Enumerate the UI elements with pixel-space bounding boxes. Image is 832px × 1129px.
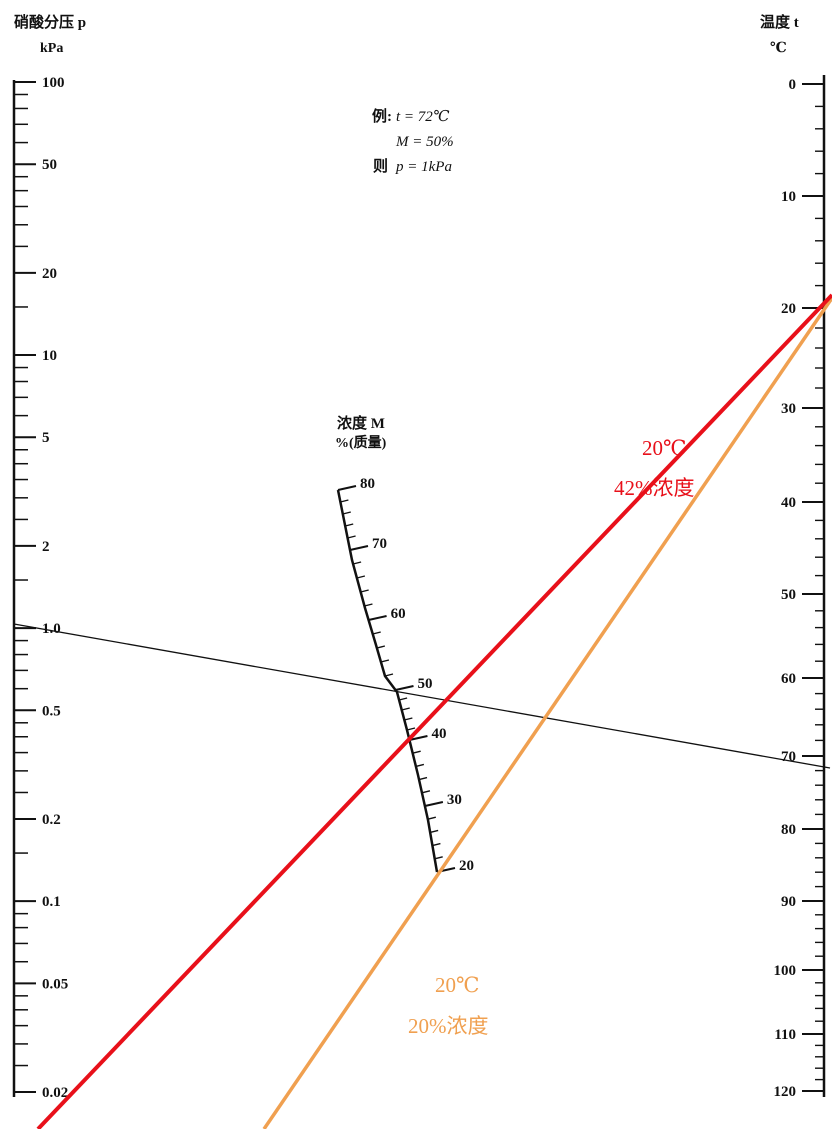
left-axis-ticks <box>14 81 36 1093</box>
middle-tick <box>401 707 410 711</box>
left-axis-tick-labels: 100 50 20 10 5 2 1.0 0.5 0.2 0.1 0.05 0.02 <box>42 75 68 1101</box>
middle-tick <box>340 499 349 503</box>
right-tick-label: 0 <box>789 77 797 93</box>
middle-tick-label: 80 <box>360 476 375 492</box>
right-tick-label: 80 <box>781 822 796 838</box>
middle-tick <box>337 485 357 491</box>
right-axis-title: 温度 t <box>760 13 799 31</box>
middle-tick <box>427 816 436 820</box>
middle-tick <box>347 535 356 539</box>
middle-axis-line <box>336 489 439 873</box>
middle-axis-title: 浓度 M <box>337 414 385 432</box>
middle-tick <box>429 829 439 834</box>
middle-axis-tick-labels: 80 70 60 50 40 30 20 <box>360 476 474 874</box>
middle-tick <box>406 727 416 731</box>
right-tick-label: 10 <box>781 189 796 205</box>
middle-tick <box>368 615 387 621</box>
right-tick-label: 100 <box>774 963 797 979</box>
middle-tick <box>349 545 369 551</box>
middle-tick <box>376 645 386 649</box>
right-tick-label: 40 <box>781 495 796 511</box>
left-axis-title: 硝酸分压 p <box>14 13 86 31</box>
example-prefix: 例: <box>372 107 392 125</box>
right-axis-ticks <box>802 83 824 1092</box>
right-axis-tick-labels: 0 10 20 30 40 50 60 70 80 90 100 110 120 <box>774 77 797 1100</box>
middle-tick-label: 40 <box>431 726 446 742</box>
left-tick-label: 50 <box>42 157 57 173</box>
right-tick-label: 50 <box>781 587 796 603</box>
example-line-3: p = 1kPa <box>395 159 452 175</box>
right-tick-label: 70 <box>781 749 796 765</box>
right-tick-label: 90 <box>781 894 796 910</box>
middle-tick <box>360 589 369 593</box>
middle-tick <box>398 697 408 701</box>
right-tick-label: 30 <box>781 401 796 417</box>
middle-tick <box>434 856 443 860</box>
left-tick-label: 0.1 <box>42 894 61 910</box>
left-tick-label: 0.2 <box>42 812 61 828</box>
middle-tick <box>421 790 431 794</box>
middle-tick-label: 70 <box>372 536 387 552</box>
right-tick-label: 110 <box>774 1027 796 1043</box>
left-tick-label: 0.02 <box>42 1085 68 1101</box>
middle-tick <box>372 631 381 635</box>
right-tick-label: 60 <box>781 671 796 687</box>
left-tick-label: 100 <box>42 75 65 91</box>
example-isoline <box>13 623 831 769</box>
middle-axis-ticks <box>337 485 456 873</box>
middle-tick <box>404 717 413 721</box>
right-tick-label: 120 <box>774 1084 797 1100</box>
left-tick-label: 1.0 <box>42 621 61 637</box>
right-tick-label: 20 <box>781 301 796 317</box>
middle-tick-label: 60 <box>391 606 406 622</box>
middle-tick <box>432 842 441 847</box>
left-tick-label: 0.5 <box>42 703 61 719</box>
orange-isoline <box>262 297 832 1129</box>
left-tick-label: 5 <box>42 430 50 446</box>
left-tick-label: 10 <box>42 348 57 364</box>
left-tick-label: 0.05 <box>42 976 68 992</box>
middle-tick <box>342 511 351 515</box>
middle-tick <box>395 685 414 691</box>
left-tick-label: 2 <box>42 539 50 555</box>
middle-axis-unit: %(质量) <box>335 434 387 451</box>
left-tick-label: 20 <box>42 266 57 282</box>
example-line-2: M = 50% <box>395 134 454 150</box>
middle-tick <box>412 750 421 754</box>
left-axis-unit: kPa <box>40 41 63 56</box>
middle-tick <box>384 673 394 677</box>
orange-temp-annotation: 20℃ <box>435 973 480 997</box>
middle-tick <box>352 561 362 565</box>
middle-tick <box>364 603 373 607</box>
red-conc-annotation: 42%浓度 <box>614 476 695 500</box>
middle-tick-label: 30 <box>447 792 462 808</box>
red-isoline <box>36 293 832 1129</box>
middle-tick <box>418 776 428 781</box>
middle-tick <box>424 801 444 807</box>
red-temp-annotation: 20℃ <box>642 436 687 460</box>
middle-tick <box>409 735 428 741</box>
middle-tick <box>380 659 390 663</box>
example-line-1: t = 72℃ <box>396 109 450 125</box>
orange-conc-annotation: 20%浓度 <box>408 1014 489 1038</box>
middle-tick <box>356 575 366 579</box>
middle-tick-label: 50 <box>418 676 433 692</box>
example-conclusion-prefix: 则 <box>373 157 388 175</box>
middle-tick <box>415 763 425 768</box>
middle-tick-label: 20 <box>459 858 474 874</box>
right-axis-unit: ℃ <box>770 41 787 56</box>
middle-tick <box>345 523 354 527</box>
example-note: 例: t = 72℃ M = 50% 则 p = 1kPa <box>372 107 454 175</box>
